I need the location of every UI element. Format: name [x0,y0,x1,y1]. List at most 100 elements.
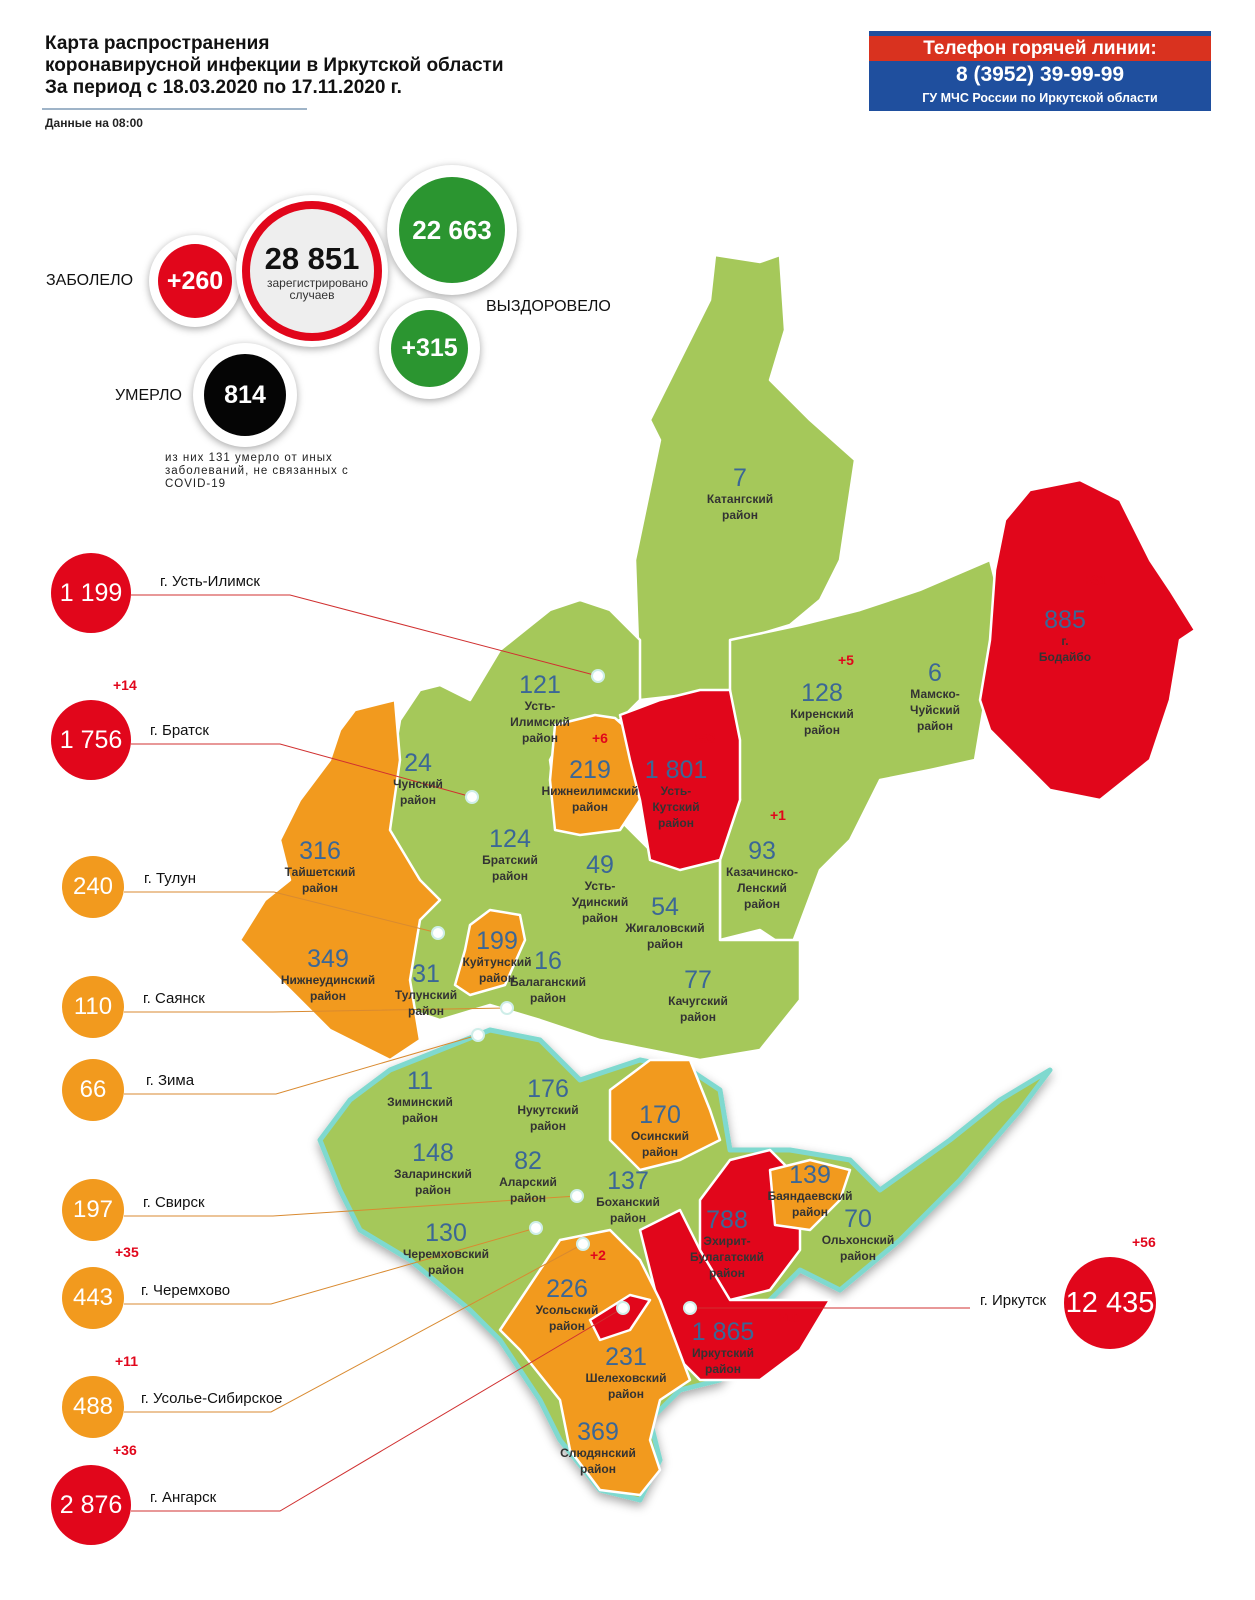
district-name: Аларский район [499,1175,557,1205]
district-name: Иркутский район [692,1346,754,1376]
city-name: г. Усолье-Сибирское [141,1390,283,1407]
district-delta: +6 [592,730,608,746]
title-divider [42,108,307,110]
kuitun-area [453,908,527,997]
page-title: Карта распространения коронавирусной инф… [45,33,504,99]
district-label: 219 Нижнеилимский район [541,757,638,815]
district-name: Балаганский район [510,975,586,1005]
district-count: 1 801 [644,756,708,784]
city-count-circle: 197 [62,1179,124,1241]
leader-line [131,1307,624,1512]
city-name: г. Усть-Илимск [160,573,260,590]
district-count: 148 [412,1139,454,1167]
leader-line [124,1227,537,1305]
district-label: 176 Нукутский район [517,1076,578,1134]
district-label: 49 Усть-Удинский район [572,852,628,926]
hotline-org: ГУ МЧС России по Иркутской области [922,91,1158,105]
total-inner: 28 851 зарегистрировано случаев [242,201,382,341]
district-name: Эхирит-Булагатский район [689,1234,765,1280]
district-name: Нижнеудинский район [280,973,376,1003]
city-delta: +36 [113,1442,137,1458]
district-name: Катангский район [706,492,774,522]
died-bubble: 814 [193,343,297,447]
district-count: 885 [1044,606,1086,634]
district-name: Усольский район [535,1303,599,1333]
district-name: Осинский район [630,1129,690,1159]
district-count: 349 [307,945,349,973]
district-label: 170 Осинский район [631,1102,689,1160]
leader-line [124,1007,508,1013]
district-count: 6 [928,659,942,687]
district-count: 176 [527,1075,569,1103]
sick-delta-bubble: +260 [149,235,241,327]
district-count: 219 [569,756,611,784]
died-label: УМЕРЛО [115,387,182,404]
city-marker [529,1221,543,1235]
district-label: 199 Куйтунский район [463,928,532,986]
district-name: Заларинский район [394,1167,472,1197]
city-marker [570,1189,584,1203]
total-caption: зарегистрировано случаев [267,276,369,302]
city-marker [471,1028,485,1042]
city-marker [591,669,605,683]
district-name: Нижнеилимский район [541,784,639,814]
city-count-circle: 66 [62,1059,124,1121]
district-count: 31 [412,960,440,988]
district-count: 226 [546,1275,588,1303]
district-name: Чунский район [393,777,443,807]
district-count: 199 [476,927,518,955]
osinsky-area [608,1058,722,1172]
hotline-phone[interactable]: 8 (3952) 39-99-99 [955,63,1125,86]
district-label: 7 Катангский район [707,465,773,523]
district-name: Братский район [482,853,538,883]
angarsk-area [588,1293,652,1342]
city-delta: +56 [1132,1234,1156,1250]
city-count-circle: 110 [62,976,124,1038]
district-label: 31 Тулунский район [395,961,457,1019]
district-count: 49 [586,851,614,879]
district-delta: +1 [770,807,786,823]
district-label: 70 Ольхонский район [822,1206,895,1264]
district-name: Мамско-Чуйский район [910,687,960,733]
district-count: 82 [514,1147,542,1175]
district-label: 148 Заларинский район [394,1140,472,1198]
city-marker [500,1001,514,1015]
district-count: 139 [789,1161,831,1189]
data-timestamp: Данные на 08:00 [45,116,143,130]
leader-line [124,891,439,934]
district-label: 316 Тайшетский район [285,838,356,896]
district-label: 1 801 Усть-Кутский район [645,757,708,831]
district-name: Баяндаевский район [767,1189,853,1219]
taishet-nizhneudinsk-area [238,698,442,1062]
district-label: 124 Братский район [482,826,538,884]
city-delta: +35 [115,1244,139,1260]
district-count: 130 [425,1219,467,1247]
district-label: 6 Мамско-Чуйский район [910,660,960,734]
district-count: 788 [706,1206,748,1234]
district-count: 16 [534,947,562,975]
district-count: 70 [844,1205,872,1233]
district-count: 121 [519,671,561,699]
district-label: 121 Усть-Илимский район [510,672,570,746]
sick-delta: +260 [158,244,232,318]
ust-kut-area [618,688,742,872]
nizhneilimsk-area [548,713,642,837]
city-name: г. Саянск [143,990,205,1007]
recovered-total: 22 663 [399,177,505,283]
died-total: 814 [204,354,286,436]
bayandai-area [768,1158,852,1232]
city-count-circle: 240 [62,856,124,918]
city-count-circle: 12 435 [1064,1257,1156,1349]
recovered-delta-bubble: +315 [379,298,480,399]
district-name: Усть-Удинский район [571,879,629,925]
district-label: 77 Качугский район [668,967,728,1025]
city-marker [683,1301,697,1315]
district-delta: +53 [692,730,716,746]
leader-line [124,1034,479,1095]
district-label: 349 Нижнеудинский район [281,946,375,1004]
district-count: 170 [639,1101,681,1129]
district-label: 54 Жигаловский район [625,894,704,952]
district-label: 24 Чунский район [393,750,443,808]
city-marker [465,790,479,804]
